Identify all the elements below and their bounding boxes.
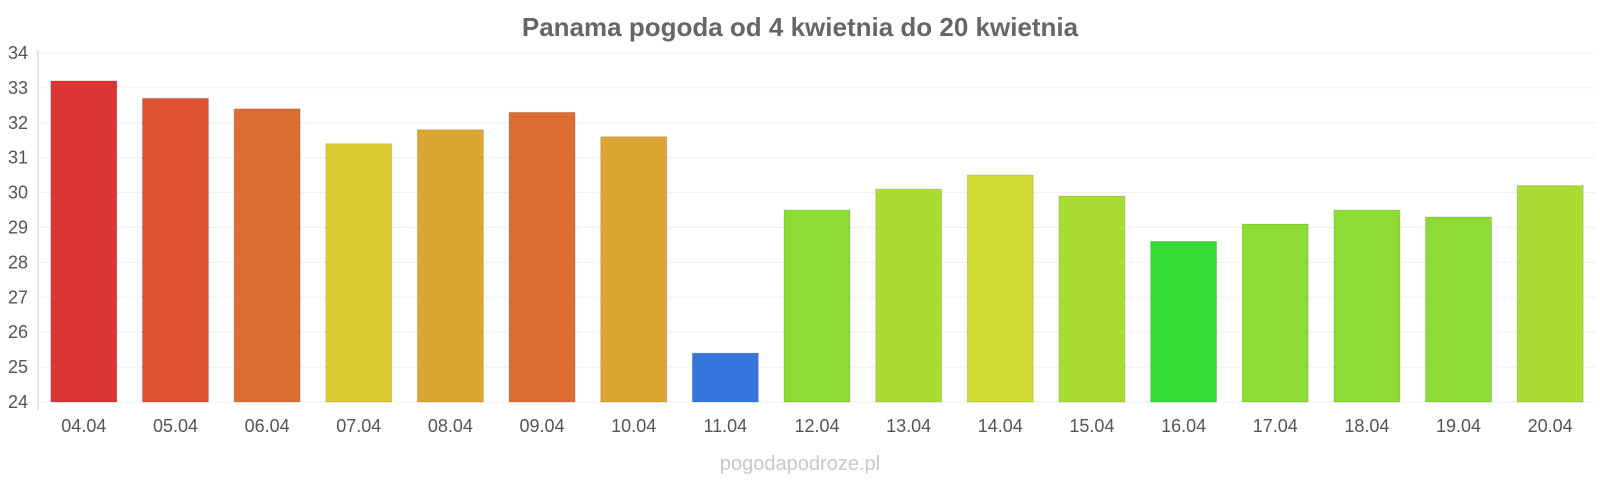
x-tick-label: 15.04	[1069, 416, 1114, 436]
x-tick-label: 13.04	[886, 416, 931, 436]
y-tick-label: 31	[8, 148, 28, 168]
bar	[1516, 185, 1584, 403]
x-tick-label: 08.04	[428, 416, 473, 436]
y-tick-label: 25	[8, 357, 28, 377]
x-tick-label: 05.04	[153, 416, 198, 436]
bar	[600, 136, 668, 403]
x-tick-label: 12.04	[794, 416, 839, 436]
x-tick-label: 11.04	[703, 416, 747, 436]
bars	[50, 80, 1584, 403]
bar	[416, 129, 484, 403]
y-tick-label: 24	[8, 392, 28, 412]
bar	[325, 143, 393, 403]
x-tick-label: 18.04	[1344, 416, 1389, 436]
bar	[141, 97, 209, 403]
x-tick-label: 04.04	[61, 416, 106, 436]
bar	[1425, 216, 1493, 403]
bar	[783, 209, 851, 403]
x-tick-label: 07.04	[336, 416, 381, 436]
y-tick-label: 26	[8, 322, 28, 342]
bar	[875, 188, 943, 403]
x-tick-label: 19.04	[1436, 416, 1481, 436]
y-tick-label: 27	[8, 287, 28, 307]
x-tick-label: 09.04	[520, 416, 565, 436]
y-tick-label: 28	[8, 252, 28, 272]
y-tick-label: 33	[8, 78, 28, 98]
bar	[233, 108, 301, 403]
y-tick-label: 30	[8, 183, 28, 203]
x-axis-ticks: 04.04 05.04 06.04 07.04 08.04 09.04 10.04 11.04…	[61, 416, 1572, 436]
x-tick-label: 06.04	[245, 416, 290, 436]
bar	[508, 111, 576, 403]
bar	[1241, 223, 1309, 403]
x-tick-label: 17.04	[1253, 416, 1298, 436]
x-tick-label: 16.04	[1161, 416, 1206, 436]
chart-title: Panama pogoda od 4 kwietnia do 20 kwietn…	[522, 12, 1079, 42]
site-watermark: pogodapodroze.pl	[720, 453, 880, 475]
bar	[691, 352, 759, 403]
y-tick-label: 34	[8, 43, 28, 63]
x-tick-label: 20.04	[1528, 416, 1573, 436]
y-axis-ticks: 24 25 26 27 28 29 30 31 32 33 34	[8, 43, 28, 412]
x-tick-label: 14.04	[978, 416, 1023, 436]
bar	[966, 174, 1034, 403]
bar	[1333, 209, 1401, 403]
bar	[1150, 240, 1218, 403]
bar	[50, 80, 118, 403]
y-tick-label: 32	[8, 113, 28, 133]
y-tick-label: 29	[8, 218, 28, 238]
bar	[1058, 195, 1126, 403]
x-tick-label: 10.04	[611, 416, 656, 436]
